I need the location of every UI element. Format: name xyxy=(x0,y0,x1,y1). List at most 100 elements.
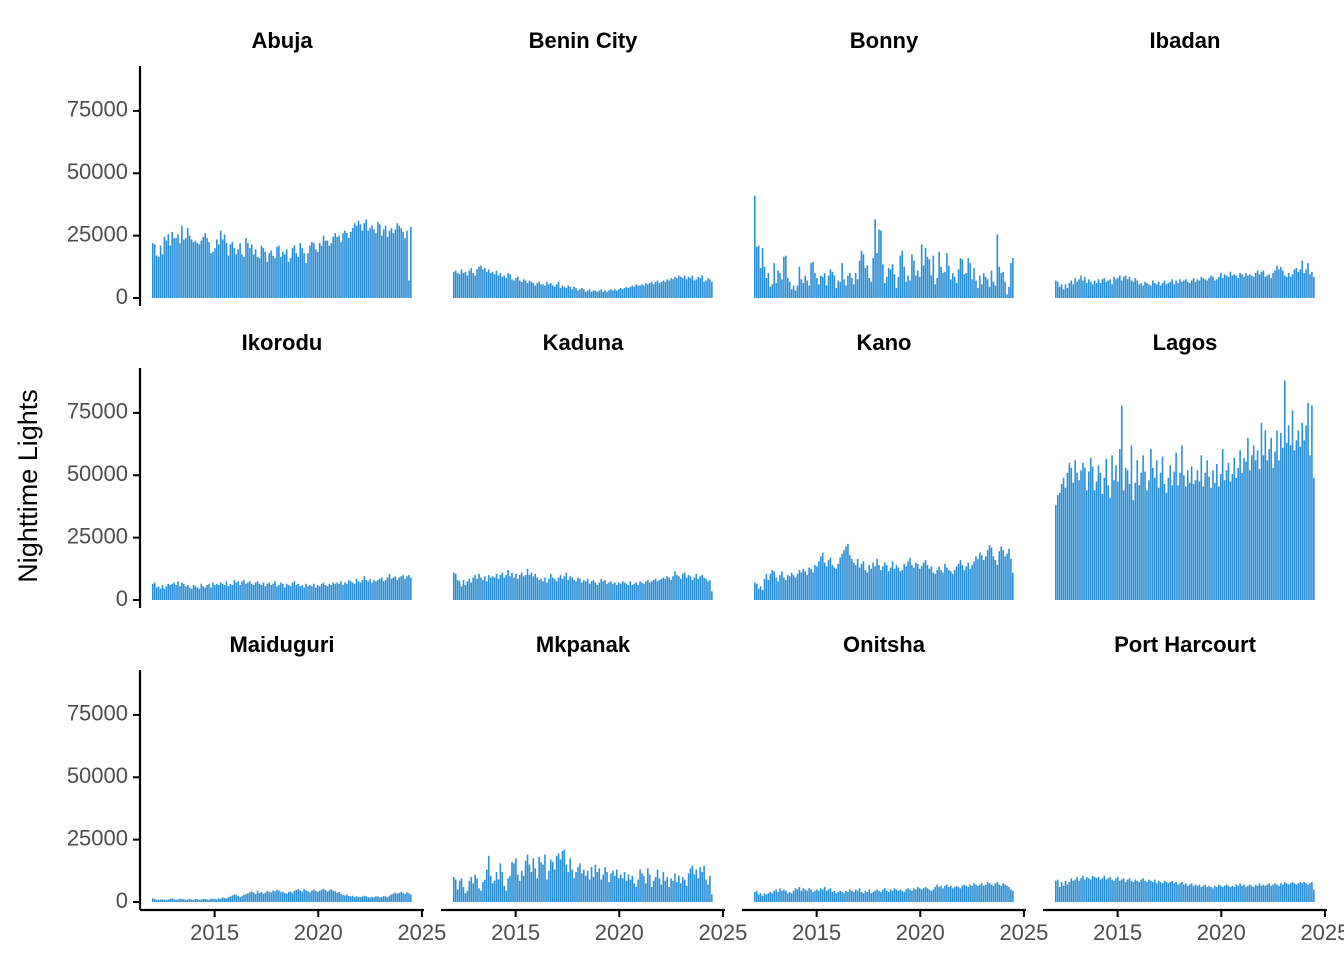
bar xyxy=(835,288,838,298)
bar xyxy=(1002,883,1004,902)
bar xyxy=(592,877,595,902)
bar xyxy=(606,872,608,902)
bar xyxy=(1194,480,1197,600)
bar xyxy=(1233,457,1236,600)
bar xyxy=(250,891,253,902)
bar xyxy=(1250,455,1253,600)
bar xyxy=(1138,485,1141,600)
bar xyxy=(390,578,393,600)
bar xyxy=(891,561,894,600)
bar xyxy=(307,586,309,600)
facet-title: Benin City xyxy=(529,28,639,53)
bar xyxy=(1272,273,1274,298)
bar xyxy=(518,575,521,600)
bar xyxy=(755,246,758,298)
bar xyxy=(489,273,492,298)
bar xyxy=(214,898,216,902)
bar xyxy=(754,892,756,902)
bar xyxy=(643,285,645,298)
bar xyxy=(1066,288,1069,298)
bar xyxy=(773,890,775,902)
bar xyxy=(1177,283,1179,298)
bar xyxy=(1214,885,1216,902)
bar xyxy=(792,890,795,902)
bar xyxy=(491,271,494,298)
bar xyxy=(1297,271,1300,298)
bar xyxy=(802,888,805,902)
bar xyxy=(909,280,911,298)
bar xyxy=(940,570,942,600)
bar xyxy=(1287,273,1290,298)
bar xyxy=(311,890,313,902)
bar xyxy=(367,230,369,298)
bar xyxy=(163,899,166,902)
bar xyxy=(382,229,385,298)
bar xyxy=(217,585,220,600)
bar xyxy=(371,896,373,902)
bar xyxy=(614,875,616,902)
bar xyxy=(1087,279,1090,298)
bar xyxy=(252,892,255,902)
bar xyxy=(1000,885,1003,902)
bar xyxy=(656,280,659,298)
bar xyxy=(654,877,657,902)
bar xyxy=(899,571,902,600)
bar xyxy=(307,891,309,902)
bar xyxy=(920,889,923,902)
bar xyxy=(614,289,616,298)
bar xyxy=(1245,273,1247,298)
bar xyxy=(153,582,156,600)
bar xyxy=(1086,283,1088,298)
bar xyxy=(1282,884,1284,902)
bar xyxy=(1247,275,1249,298)
bar xyxy=(1070,467,1073,600)
bar xyxy=(538,281,540,298)
bar xyxy=(876,889,878,902)
bar xyxy=(196,587,199,600)
bar xyxy=(225,898,228,902)
bar xyxy=(880,230,882,298)
bar xyxy=(1152,280,1154,298)
bar xyxy=(687,276,690,298)
bar xyxy=(1186,281,1189,298)
bar xyxy=(1278,460,1280,600)
bar xyxy=(1272,467,1274,600)
bar xyxy=(614,582,616,600)
bar xyxy=(522,576,525,600)
bar xyxy=(1214,280,1216,298)
bar xyxy=(204,587,206,600)
bar xyxy=(466,275,469,298)
bar xyxy=(396,580,399,600)
bar xyxy=(1152,467,1154,600)
bar xyxy=(1192,278,1195,298)
bar xyxy=(785,580,787,600)
bar xyxy=(530,872,533,902)
bar xyxy=(680,276,682,298)
bar xyxy=(485,869,488,902)
bar xyxy=(1004,281,1006,298)
bar xyxy=(252,585,255,600)
bar xyxy=(1109,877,1111,902)
bar xyxy=(627,585,630,600)
bar xyxy=(513,577,515,600)
bar xyxy=(1095,481,1098,600)
bar xyxy=(548,284,550,298)
bar xyxy=(349,231,352,298)
bar xyxy=(606,583,608,600)
bar xyxy=(555,855,558,902)
bar xyxy=(1006,885,1008,902)
bar xyxy=(905,889,907,902)
bar xyxy=(1120,280,1123,298)
bar xyxy=(907,561,909,600)
bar xyxy=(229,583,232,600)
bar xyxy=(1185,883,1187,902)
bar xyxy=(975,280,977,298)
bar xyxy=(1080,275,1082,298)
bar xyxy=(1167,283,1170,298)
bar xyxy=(316,585,319,600)
bar xyxy=(986,550,989,600)
bar-series xyxy=(152,219,412,298)
bar xyxy=(685,577,688,600)
bar xyxy=(913,567,915,600)
bar xyxy=(1250,275,1253,298)
